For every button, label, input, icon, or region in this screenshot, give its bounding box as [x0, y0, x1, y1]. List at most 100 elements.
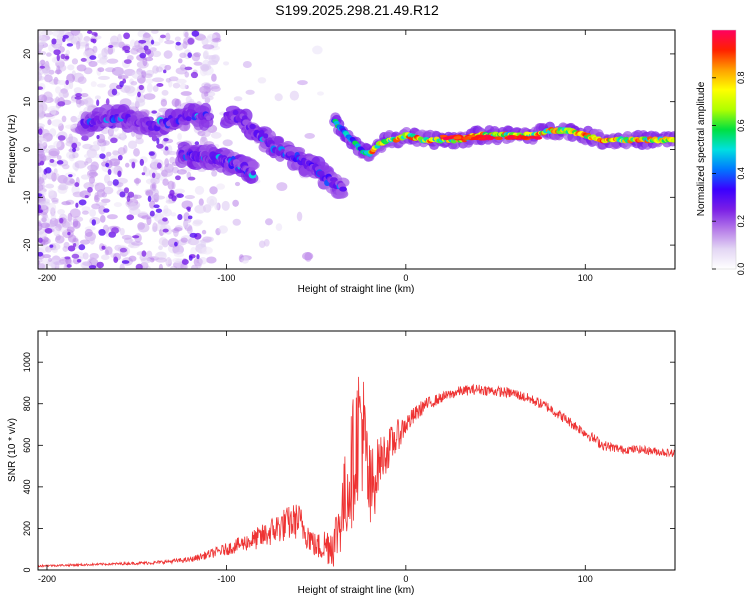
spectrogram-noise-blob	[175, 41, 181, 46]
spectrogram-noise-blob	[156, 251, 167, 257]
spectrogram-noise-blob	[50, 211, 56, 221]
spectrogram-noise-blob	[66, 264, 72, 268]
spectrogram-noise-blob	[38, 106, 43, 114]
spectrogram-ridge-core	[259, 129, 265, 138]
spectrogram-noise-blob	[193, 52, 202, 58]
spectrogram-noise-blob	[49, 244, 54, 248]
spectrogram-noise-blob	[101, 198, 111, 204]
colorbar-label: Normalized spectral amplitude	[696, 81, 707, 216]
spectrogram-noise-blob	[232, 218, 241, 226]
colorbar-tick-label: 0.8	[736, 72, 746, 85]
y-tick-label: 10	[22, 97, 32, 107]
spectrogram-noise-blob	[38, 172, 41, 179]
spectrogram-noise-blob	[191, 30, 200, 37]
spectrogram-noise-blob	[179, 52, 187, 59]
spectrogram-noise-blob	[123, 59, 132, 64]
spectrogram-noise-blob	[222, 139, 233, 147]
spectrogram-noise-blob	[73, 87, 83, 94]
spectrogram-noise-blob	[112, 179, 119, 186]
spectrogram-noise-blob	[55, 86, 62, 94]
spectrogram-noise-blob	[39, 160, 45, 166]
spectrogram-noise-blob	[105, 98, 110, 105]
spectrogram-noise-blob	[101, 254, 110, 261]
spectrogram-noise-blob	[107, 126, 114, 137]
spectrogram-noise-blob	[61, 201, 71, 206]
spectrogram-noise-blob	[71, 58, 79, 65]
spectrogram-noise-blob	[66, 151, 74, 159]
spectrogram-noise-blob	[177, 132, 182, 141]
spectrogram-noise-blob	[40, 222, 50, 229]
spectrogram-noise-blob	[163, 137, 169, 142]
spectrogram-noise-blob	[133, 148, 140, 157]
spectrogram-noise-blob	[59, 217, 64, 224]
spectrogram-noise-blob	[198, 198, 204, 206]
spectrogram-noise-blob	[169, 156, 176, 164]
spectrogram-noise-blob	[62, 90, 70, 98]
spectrogram-noise-blob	[55, 173, 60, 180]
spectrogram-noise-blob	[171, 181, 176, 190]
spectrogram-noise-blob	[161, 89, 169, 96]
spectrogram-noise-blob	[150, 177, 160, 185]
spectrogram-ridge-core	[672, 137, 675, 143]
spectrogram-noise-blob	[62, 219, 73, 228]
spectrogram-noise-blob	[296, 211, 303, 222]
spectrogram-noise-blob	[132, 194, 142, 199]
spectrogram-noise-blob	[138, 211, 148, 216]
spectrogram-noise-blob	[38, 94, 48, 103]
spectrogram-noise-blob	[51, 119, 63, 127]
y-tick-label: 800	[22, 396, 32, 411]
spectrogram-noise-blob	[42, 64, 49, 70]
spectrogram-noise-blob	[104, 249, 109, 256]
spectrogram-noise-blob	[117, 154, 123, 161]
spectrogram-noise-blob	[83, 67, 93, 75]
spectrogram-noise-blob	[120, 85, 131, 93]
snr-x-label: Height of straight line (km)	[298, 585, 415, 596]
spectrogram-noise-blob	[48, 202, 57, 213]
spectrogram-peak-blob	[462, 136, 471, 140]
spectrogram-noise-blob	[42, 213, 49, 219]
x-tick-label: -200	[38, 273, 56, 283]
spectrogram-noise-blob	[156, 162, 162, 169]
spectrogram-noise-blob	[77, 76, 87, 84]
spectrogram-noise-blob	[94, 33, 98, 37]
spectrogram-noise-blob	[52, 30, 64, 37]
spectrogram-noise-blob	[122, 45, 131, 51]
y-tick-label: 20	[22, 49, 32, 59]
spectrogram-noise-blob	[60, 53, 66, 60]
spectrogram-noise-blob	[74, 182, 80, 187]
spectrogram-noise-blob	[56, 160, 64, 165]
spectrogram-noise-blob	[186, 206, 191, 211]
spectrogram-noise-blob	[44, 74, 53, 83]
spectrogram-noise-blob	[234, 181, 241, 187]
spectrogram-noise-blob	[162, 217, 168, 222]
spectrogram-noise-blob	[162, 134, 170, 140]
spectrogram-noise-blob	[64, 55, 70, 60]
spectrogram-noise-blob	[38, 112, 44, 120]
spectrogram-noise-blob	[172, 82, 181, 89]
spectrogram-noise-blob	[38, 147, 45, 154]
spectrogram-noise-blob	[53, 261, 65, 266]
spectrogram-noise-blob	[205, 95, 214, 101]
spectrogram-noise-blob	[117, 147, 126, 156]
spectrogram-noise-blob	[144, 57, 154, 62]
spectrogram-noise-blob	[74, 160, 87, 169]
spectrogram-noise-blob	[101, 245, 106, 250]
spectrogram-noise-blob	[233, 96, 243, 102]
spectrogram-noise-blob	[91, 258, 98, 266]
spectrogram-noise-blob	[149, 47, 157, 52]
spectrogram-noise-blob	[82, 252, 89, 260]
spectrogram-noise-blob	[166, 150, 178, 156]
spectrogram-noise-blob	[160, 98, 168, 107]
spectrogram-noise-blob	[194, 185, 205, 195]
spectrogram-noise-blob	[135, 263, 143, 269]
spectrogram-noise-blob	[111, 227, 119, 234]
spectrogram-noise-blob	[139, 158, 144, 166]
spectrogram-noise-blob	[102, 186, 114, 195]
spectrogram-ridge-core	[339, 186, 347, 192]
spectrogram-noise-blob	[57, 208, 65, 215]
spectrogram-noise-blob	[143, 73, 153, 79]
spectrogram-noise-blob	[80, 93, 89, 98]
spectrogram-noise-blob	[162, 228, 169, 233]
spectrogram-noise-blob	[99, 58, 108, 66]
spectrogram-noise-blob	[72, 243, 77, 247]
